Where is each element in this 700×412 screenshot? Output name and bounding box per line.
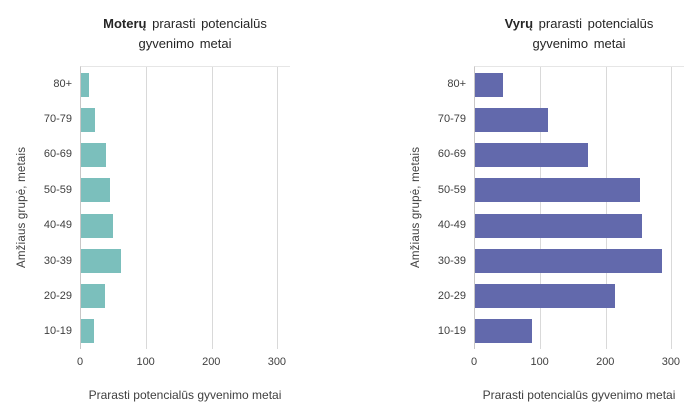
bar-row-40-49 <box>475 208 684 243</box>
y-tick-label-20-29: 20-29 <box>437 289 466 302</box>
y-tick-label-30-39: 30-39 <box>437 254 466 267</box>
bar-row-80+ <box>475 67 684 102</box>
bar-row-50-59 <box>475 173 684 208</box>
chart-female: Moterų prarasti potencialūs gyvenimo meta… <box>16 12 290 412</box>
plot-area-male <box>474 66 684 349</box>
x-tick-label-200: 200 <box>596 356 615 368</box>
gridline-100 <box>540 67 542 349</box>
bar-row-10-19 <box>81 314 290 349</box>
bar-70-79 <box>475 107 549 132</box>
bar-50-59 <box>81 178 110 203</box>
x-tick-label-100: 100 <box>136 356 155 368</box>
bar-80+ <box>475 72 504 97</box>
y-axis-labels: 80+ 70-79 60-69 50-59 40-49 30-39 20-29 10-19 <box>428 66 474 349</box>
gridline-200 <box>605 67 607 349</box>
y-axis-title: Amžiaus grupė, metais <box>410 146 422 269</box>
title-rest: prarasti potencialūs <box>152 16 267 31</box>
bar-row-50-59 <box>81 173 290 208</box>
bar-row-40-49 <box>81 208 290 243</box>
chart-male: Vyrų prarasti potencialūs gyvenimo metai … <box>410 12 684 412</box>
bar-row-70-79 <box>475 102 684 137</box>
y-tick-label-70-79: 70-79 <box>43 113 72 126</box>
chart-title-male: Vyrų prarasti potencialūs gyvenimo metai <box>474 14 684 56</box>
bar-60-69 <box>81 143 106 168</box>
y-tick-label-70-79: 70-79 <box>437 113 466 126</box>
x-tick-label-0: 0 <box>76 356 84 368</box>
y-tick-label-20-29: 20-29 <box>43 289 72 302</box>
bar-30-39 <box>475 248 662 273</box>
y-tick-label-80+: 80+ <box>53 77 72 90</box>
bar-40-49 <box>81 213 113 238</box>
title-bold-word: Moterų <box>103 16 147 31</box>
bar-row-60-69 <box>81 138 290 173</box>
title-line2: gyvenimo metai <box>138 36 232 52</box>
gridline-100 <box>146 67 148 349</box>
chart-body: Amžiaus grupė, metais 80+ 70-79 60-69 50-59… <box>410 66 684 349</box>
bar-row-30-39 <box>475 243 684 278</box>
bar-30-39 <box>81 248 122 273</box>
y-tick-label-80+: 80+ <box>447 77 466 90</box>
title-bold-word: Vyrų <box>504 16 534 31</box>
bar-row-80+ <box>81 67 290 102</box>
x-tick-label-100: 100 <box>530 356 549 368</box>
bar-row-60-69 <box>475 138 684 173</box>
y-tick-label-50-59: 50-59 <box>437 183 466 196</box>
x-tick-label-300: 300 <box>661 356 681 368</box>
bar-row-30-39 <box>81 243 290 278</box>
y-tick-label-60-69: 60-69 <box>437 148 466 161</box>
y-axis-title: Amžiaus grupė, metais <box>16 146 28 269</box>
x-axis-title: Prarasti potencialūs gyvenimo metai <box>482 388 676 402</box>
title-rest: prarasti potencialūs <box>538 16 654 31</box>
plot-area-female <box>80 66 290 349</box>
gridline-300 <box>276 67 278 349</box>
bar-40-49 <box>475 213 642 238</box>
y-tick-label-30-39: 30-39 <box>43 254 72 267</box>
bar-70-79 <box>81 107 95 132</box>
y-tick-label-10-19: 10-19 <box>437 325 466 338</box>
bar-50-59 <box>475 178 641 203</box>
bar-20-29 <box>81 284 106 309</box>
bar-row-20-29 <box>475 279 684 314</box>
x-tick-label-300: 300 <box>267 356 287 368</box>
y-axis-labels: 80+ 70-79 60-69 50-59 40-49 30-39 20-29 10-19 <box>34 66 80 349</box>
gridline-200 <box>211 67 213 349</box>
x-axis-ticks: 0 100 200 300 <box>76 356 290 371</box>
chart-title-female: Moterų prarasti potencialūs gyvenimo meta… <box>80 14 290 56</box>
gridline-300 <box>670 67 672 349</box>
x-axis-title: Prarasti potencialūs gyvenimo metai <box>88 388 282 402</box>
y-tick-label-60-69: 60-69 <box>43 148 72 161</box>
bar-row-20-29 <box>81 279 290 314</box>
chart-body: Amžiaus grupė, metais 80+ 70-79 60-69 50-59… <box>16 66 290 349</box>
bar-10-19 <box>81 319 95 344</box>
title-line2: gyvenimo metai <box>532 36 626 52</box>
bar-10-19 <box>475 319 532 344</box>
x-axis-ticks: 0 100 200 300 <box>470 356 684 371</box>
y-tick-label-50-59: 50-59 <box>43 183 72 196</box>
bar-20-29 <box>475 284 615 309</box>
x-tick-label-200: 200 <box>202 356 221 368</box>
bar-80+ <box>81 72 90 97</box>
y-tick-label-40-49: 40-49 <box>437 219 466 232</box>
y-tick-label-10-19: 10-19 <box>43 325 72 338</box>
y-tick-label-40-49: 40-49 <box>43 219 72 232</box>
x-tick-label-0: 0 <box>470 356 478 368</box>
bar-row-70-79 <box>81 102 290 137</box>
bar-row-10-19 <box>475 314 684 349</box>
bar-60-69 <box>475 143 588 168</box>
